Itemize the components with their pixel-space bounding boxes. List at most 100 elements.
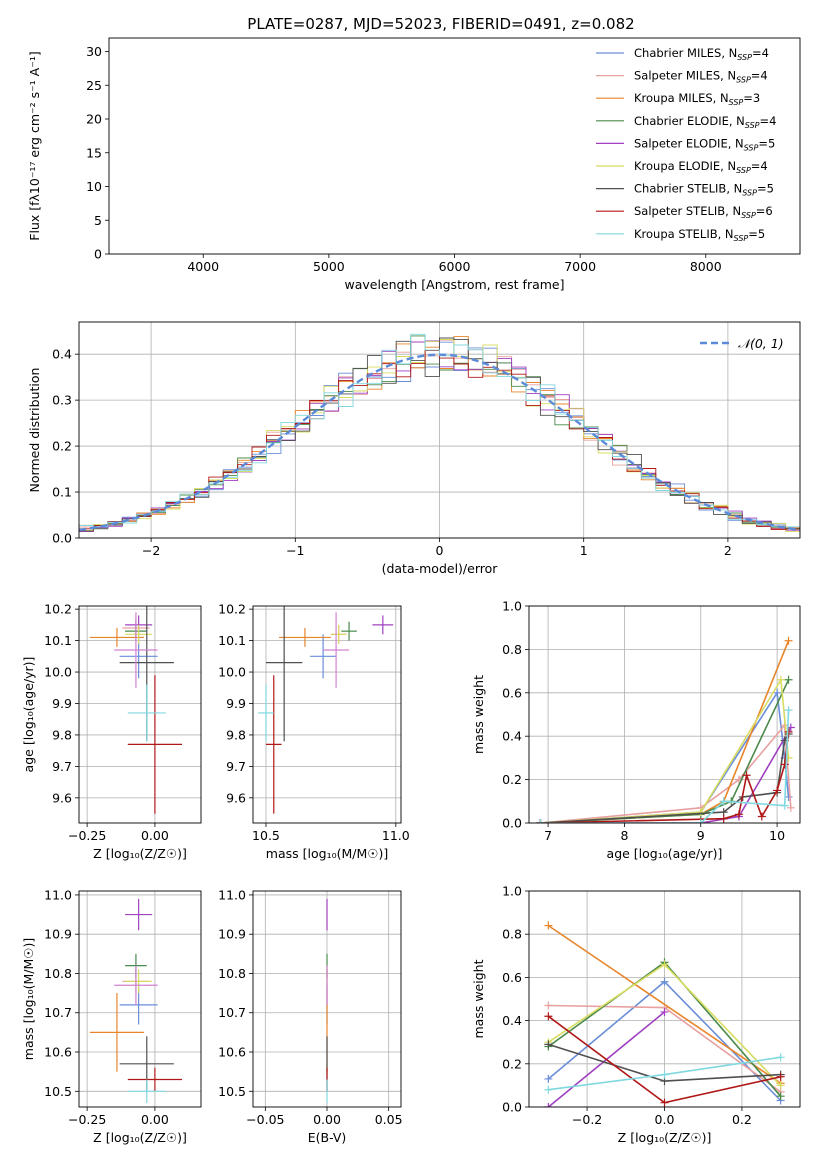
- weight-point-marker: [776, 1072, 785, 1081]
- y-tick-label: 10.0: [44, 665, 72, 680]
- x-tick-label: 4000: [187, 259, 219, 274]
- y-tick-label: 0.6: [502, 970, 522, 985]
- x-tick-label: −0.25: [68, 1112, 106, 1127]
- y-tick-label: 30: [86, 44, 102, 59]
- y-tick-label: 0.8: [502, 927, 522, 942]
- y-tick-label: 10.6: [218, 1045, 246, 1060]
- y-tick-label: 10.0: [218, 665, 246, 680]
- y-tick-label: 9.7: [52, 759, 72, 774]
- y-tick-label: 1.0: [502, 884, 522, 899]
- y-tick-label: 9.6: [226, 790, 246, 805]
- x-tick-label: 10: [769, 828, 785, 843]
- y-tick-label: 10.5: [218, 1084, 246, 1099]
- x-tick-label: 0.2: [732, 1112, 752, 1127]
- mass_vs_Z-panel: −0.25 0.00 10.5 10.6 10.7 10.8 10.9 11.0 Z [log₁…: [21, 887, 202, 1145]
- weight-point-marker: [776, 1053, 785, 1062]
- weight-point-marker: [660, 977, 669, 986]
- x-axis-label: mass [log₁₀(M/M☉)]: [266, 846, 388, 861]
- weight-point-marker: [776, 675, 785, 684]
- weight-series-line: [540, 731, 790, 823]
- x-tick-label: 6000: [439, 259, 471, 274]
- weight-point-marker: [734, 810, 743, 819]
- y-tick-label: 9.9: [52, 696, 72, 711]
- x-tick-label: 0.0: [655, 1112, 675, 1127]
- legend-label: Salpeter MILES, NSSP=4: [634, 69, 768, 85]
- y-axis-label: Normed distribution: [27, 368, 42, 493]
- axes-frame: [78, 890, 202, 1108]
- weight-point-marker: [696, 808, 705, 817]
- x-tick-label: 8: [620, 828, 628, 843]
- y-tick-label: 10.2: [218, 602, 246, 617]
- y-tick-label: 11.0: [44, 887, 72, 902]
- x-tick-label: 5000: [313, 259, 345, 274]
- legend-label: Chabrier STELIB, NSSP=5: [634, 182, 774, 198]
- weight-point-marker: [719, 797, 728, 806]
- y-tick-label: 1.0: [502, 599, 522, 614]
- weight-point-marker: [776, 1081, 785, 1090]
- weight-point-marker: [544, 1085, 553, 1094]
- x-tick-label: 9: [697, 828, 705, 843]
- y-tick-label: 15: [86, 145, 102, 160]
- weight-point-marker: [660, 960, 669, 969]
- y-tick-label: 0.3: [52, 393, 72, 408]
- weight-point-marker: [660, 1098, 669, 1107]
- y-tick-label: 9.9: [226, 696, 246, 711]
- x-tick-label: 2: [724, 543, 732, 558]
- x-axis-label: Z [log₁₀(Z/Z☉)]: [93, 1130, 187, 1145]
- y-tick-label: 10.8: [218, 966, 246, 981]
- weight-point-marker: [544, 1001, 553, 1010]
- weight-series-line: [540, 733, 790, 823]
- x-tick-label: 1: [580, 543, 588, 558]
- weight-point-marker: [784, 675, 793, 684]
- weight-point-marker: [544, 1040, 553, 1049]
- points: [89, 898, 183, 1104]
- y-tick-label: 10.1: [44, 633, 72, 648]
- weight-point-marker: [742, 771, 751, 780]
- weight-point-marker: [784, 727, 793, 736]
- histograms: [79, 333, 800, 535]
- y-tick-label: 9.8: [52, 727, 72, 742]
- weight-series-line: [540, 679, 790, 823]
- points: [258, 606, 394, 814]
- figure-title: PLATE=0287, MJD=52023, FIBERID=0491, z=0…: [247, 15, 634, 33]
- y-tick-label: 0.2: [52, 439, 72, 454]
- x-tick-label: 10.5: [252, 828, 280, 843]
- y-tick-label: 9.8: [226, 727, 246, 742]
- x-axis-label: Z [log₁₀(Z/Z☉)]: [618, 1130, 712, 1145]
- y-axis-label: Flux [fλ10⁻¹⁷ erg cm⁻² s⁻¹ A⁻¹]: [27, 51, 42, 240]
- x-tick-label: 0.00: [141, 1112, 169, 1127]
- y-tick-label: 0.4: [502, 729, 522, 744]
- weight-point-marker: [786, 803, 795, 812]
- weight-point-marker: [719, 814, 728, 823]
- y-axis-label: mass weight: [471, 675, 486, 754]
- weight-point-marker: [784, 706, 793, 715]
- y-tick-label: 0.8: [502, 642, 522, 657]
- weight-lines: [536, 636, 795, 823]
- y-tick-label: 0.0: [52, 531, 72, 546]
- y-tick-label: 9.6: [52, 790, 72, 805]
- x-tick-label: 7000: [564, 259, 596, 274]
- x-tick-label: 8000: [690, 259, 722, 274]
- legend-label: Kroupa STELIB, NSSP=5: [634, 227, 765, 243]
- weight-point-marker: [544, 1103, 553, 1107]
- legend-label: Chabrier MILES, NSSP=4: [634, 46, 769, 62]
- x-axis-label: (data-model)/error: [382, 561, 499, 576]
- y-tick-label: 0.0: [502, 816, 522, 831]
- weight-point-marker: [757, 812, 766, 821]
- weight-point-marker: [773, 688, 782, 697]
- age_vs_mass-panel: 10.5 11.0 9.6 9.7 9.8 9.9 10.0 10.1 10.2 mass [lo…: [218, 602, 410, 861]
- legend-label: Kroupa ELODIE, NSSP=4: [634, 159, 768, 175]
- x-tick-label: 11.0: [382, 828, 410, 843]
- y-tick-label: 10.2: [44, 602, 72, 617]
- weight-lines: [544, 921, 785, 1107]
- axes-frame: [252, 605, 402, 824]
- x-tick-label: −0.25: [68, 828, 106, 843]
- weight-point-marker: [784, 636, 793, 645]
- y-axis-label: mass [log₁₀(M/M☉)]: [21, 938, 36, 1060]
- x-tick-label: −2: [142, 543, 160, 558]
- weights_vs_Z-panel: −0.2 0.0 0.2 0.0 0.2 0.4 0.6 0.8 1.0 Z [log₁₀(Z/Z…: [471, 884, 801, 1145]
- weight-point-marker: [780, 760, 789, 769]
- weight-point-marker: [696, 819, 705, 823]
- x-tick-label: 0: [436, 543, 444, 558]
